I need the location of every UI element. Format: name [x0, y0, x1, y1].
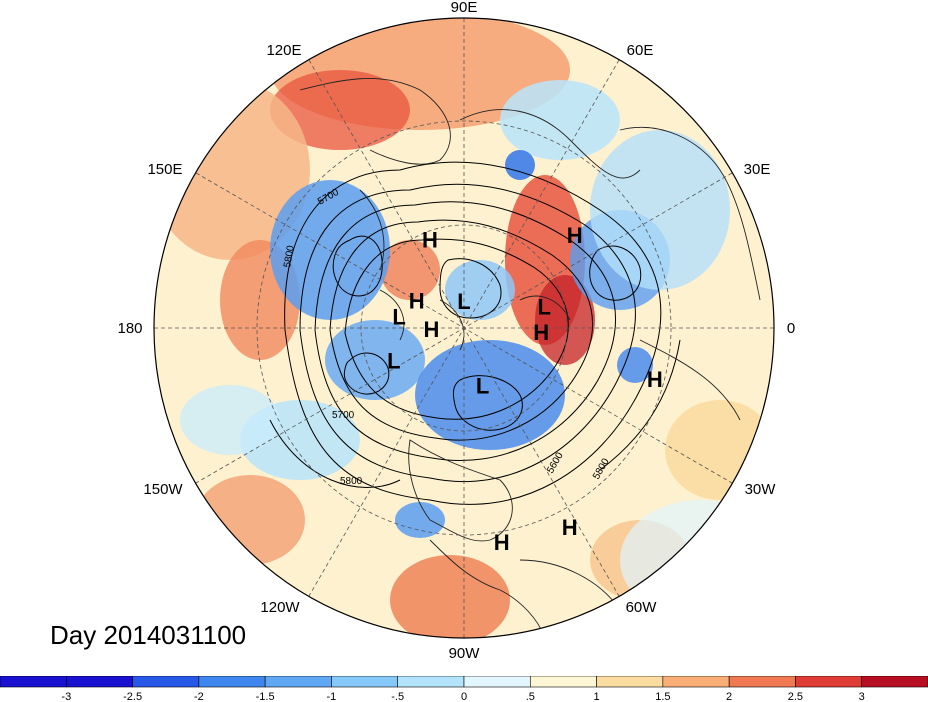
lon-label-150e: 150E: [147, 161, 182, 178]
high-pressure-label: H: [494, 530, 510, 555]
lon-label-120e: 120E: [266, 42, 301, 59]
polar-stereographic-map: 90E 60E 30E 0 30W 60W 90W 120W 150W 180 …: [117, 0, 795, 662]
colorbar-tick-label: -1: [327, 691, 337, 702]
contour-label: 5800: [340, 476, 363, 487]
high-pressure-label: H: [562, 515, 578, 540]
colorbar-box: [331, 676, 399, 688]
low-pressure-label: L: [457, 289, 470, 314]
colorbar-tick-label: -2.5: [123, 691, 142, 702]
colorbar-tick-label: -.5: [391, 691, 404, 702]
lon-label-30w: 30W: [745, 481, 777, 498]
low-pressure-label: L: [392, 305, 405, 330]
high-pressure-label: H: [533, 320, 549, 345]
colorbar-box: [596, 676, 664, 688]
high-pressure-label: H: [647, 367, 663, 392]
colorbar-tick-label: -2: [194, 691, 204, 702]
lon-label-150w: 150W: [143, 481, 183, 498]
lon-label-60w: 60W: [626, 599, 658, 616]
colorbar-tick-label: 2: [726, 691, 732, 702]
lon-label-30e: 30E: [744, 161, 771, 178]
colorbar-box: [264, 676, 332, 688]
low-pressure-label: L: [476, 373, 489, 398]
low-pressure-label: L: [387, 349, 400, 374]
height-contours: [269, 161, 681, 505]
high-pressure-label: H: [567, 223, 583, 248]
colorbar-tick-label: -1.5: [256, 691, 275, 702]
lon-label-180: 180: [117, 320, 142, 337]
anomaly-shading: [154, 18, 774, 638]
colorbar-box: [861, 676, 928, 688]
contour-label: 5800: [282, 244, 297, 268]
colorbar-box: [529, 676, 597, 688]
colorbar-box: [0, 676, 67, 688]
map-title: Day 2014031100: [50, 620, 247, 650]
colorbar-box: [728, 676, 796, 688]
high-pressure-label: H: [409, 289, 425, 314]
high-pressure-label: H: [423, 317, 439, 342]
contour-label: 5700: [332, 410, 355, 421]
colorbar-box: [795, 676, 863, 688]
colorbar-tick-label: -3: [61, 691, 71, 702]
lon-label-60e: 60E: [627, 42, 654, 59]
coastlines: [299, 78, 761, 638]
longitude-labels: 90E 60E 30E 0 30W 60W 90W 120W 150W 180 …: [117, 0, 795, 662]
high-pressure-label: H: [422, 228, 438, 253]
colorbar-box: [198, 676, 266, 688]
colorbar-box: [65, 676, 133, 688]
lon-label-0: 0: [787, 320, 795, 337]
colorbar-box: [397, 676, 465, 688]
colorbar-box: [132, 676, 200, 688]
lon-label-120w: 120W: [260, 599, 300, 616]
colorbar-tick-label: 1: [594, 691, 600, 702]
colorbar-boxes: [0, 676, 928, 688]
colorbar-box: [662, 676, 730, 688]
colorbar-box: [463, 676, 531, 688]
colorbar-tick-label: 2.5: [788, 691, 803, 702]
graticule: [154, 18, 774, 638]
lon-label-90w: 90W: [449, 645, 481, 662]
low-pressure-label: L: [537, 295, 550, 320]
colorbar: -3 -2.5 -2 -1.5 -1 -.5 0 .5 1 1.5 2 2.5 3: [0, 676, 928, 702]
colorbar-tick-label: 1.5: [655, 691, 670, 702]
lon-label-90e: 90E: [451, 0, 478, 16]
colorbar-ticks: -3 -2.5 -2 -1.5 -1 -.5 0 .5 1 1.5 2 2.5 3: [61, 691, 864, 702]
colorbar-tick-label: 3: [859, 691, 865, 702]
colorbar-tick-label: .5: [526, 691, 535, 702]
map-border: [153, 17, 775, 639]
colorbar-tick-label: 0: [461, 691, 467, 702]
